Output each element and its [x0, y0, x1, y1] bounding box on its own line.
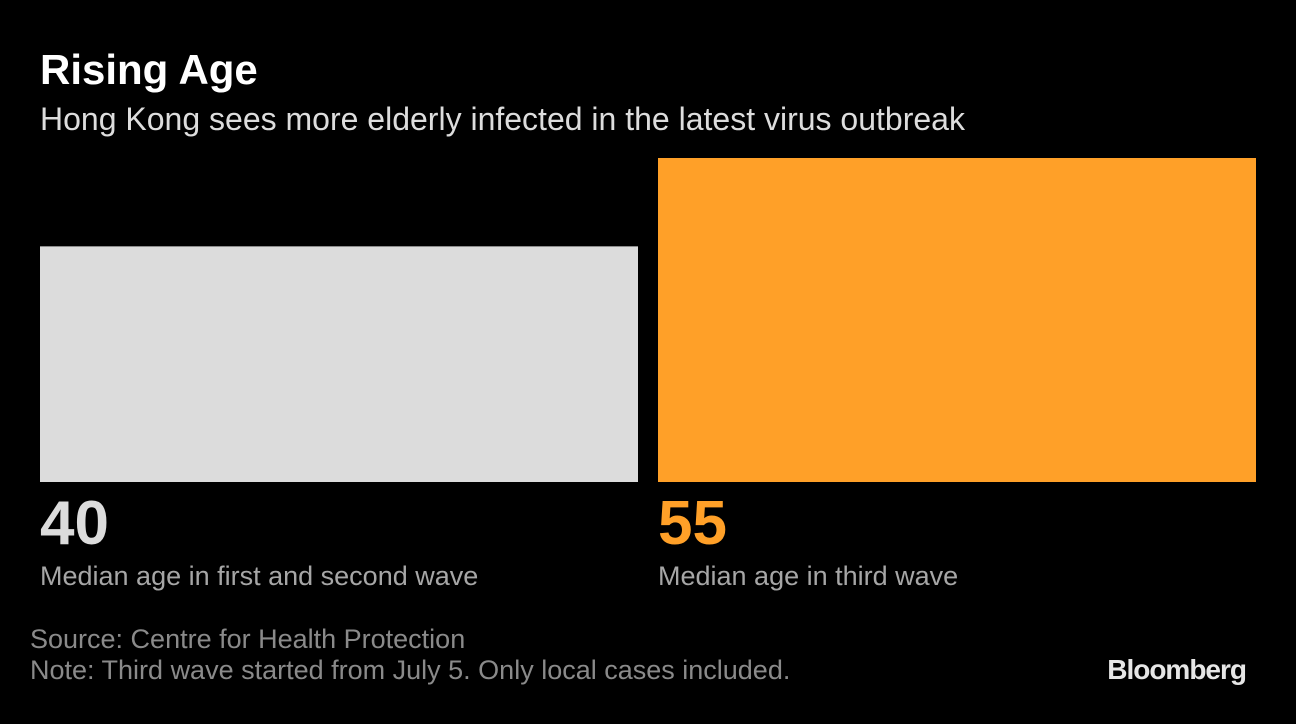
- note: Note: Third wave started from July 5. On…: [30, 655, 790, 685]
- value-label: 55: [658, 489, 727, 558]
- brand: Bloomberg: [1107, 654, 1246, 685]
- bar: [40, 246, 638, 482]
- category-label: Median age in first and second wave: [40, 561, 478, 591]
- chart-subtitle: Hong Kong sees more elderly infected in …: [40, 101, 966, 137]
- value-label: 40: [40, 489, 109, 558]
- chart-title: Rising Age: [40, 46, 258, 93]
- category-label: Median age in third wave: [658, 561, 958, 591]
- bar: [658, 158, 1256, 482]
- source: Source: Centre for Health Protection: [30, 624, 465, 654]
